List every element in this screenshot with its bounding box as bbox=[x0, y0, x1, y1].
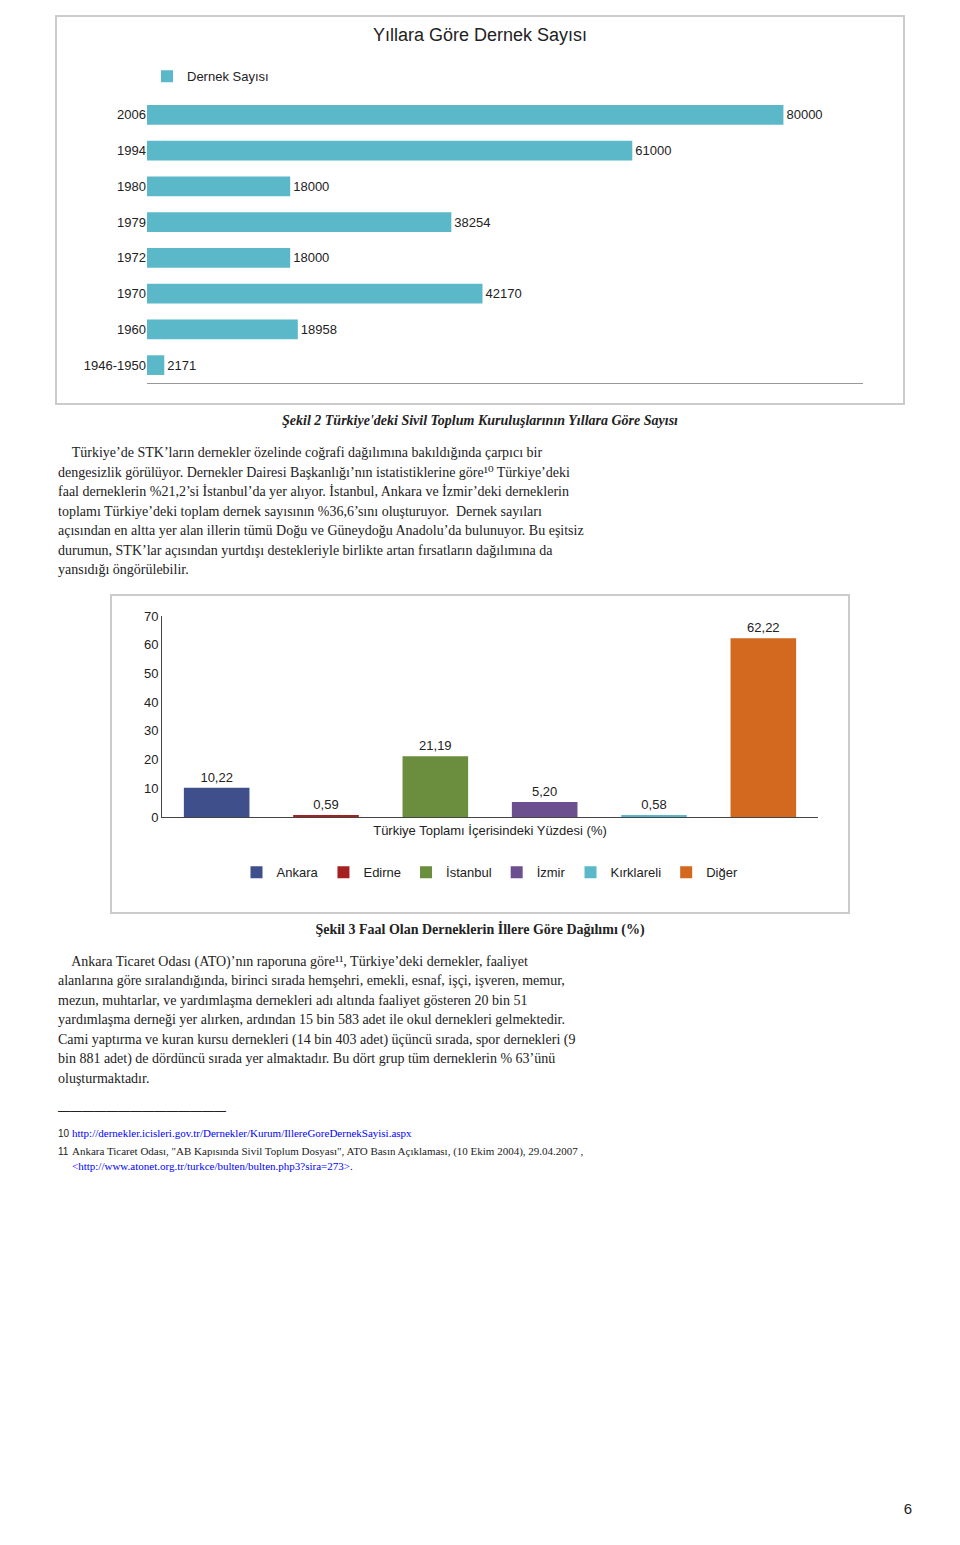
html-text:Şekil 3 Faal Olan Derneklerin: Şekil 3 Faal Olan Derneklerin İllere Gör… bbox=[315, 921, 645, 937]
html-text:oluşturmaktadır.: oluşturmaktadır. bbox=[58, 1070, 150, 1086]
svg-text:0,58: 0,58 bbox=[641, 797, 666, 812]
html-text:alanlarına göre sıralandığında: alanlarına göre sıralandığında, birinci … bbox=[58, 973, 565, 988]
html-text:Ankara Ticaret Odası (ATO)’nın: Ankara Ticaret Odası (ATO)’nın raporuna … bbox=[58, 953, 528, 969]
svg-text:40: 40 bbox=[144, 694, 158, 709]
svg-text:62,22: 62,22 bbox=[747, 620, 780, 635]
html-text:6: 6 bbox=[903, 1500, 912, 1517]
svg-text:18000: 18000 bbox=[293, 250, 329, 265]
svg-text:1960: 1960 bbox=[117, 322, 146, 337]
html-text:Şekil 2 Türkiye'deki Sivil Top: Şekil 2 Türkiye'deki Sivil Toplum Kurulu… bbox=[282, 413, 678, 428]
svg-text:80000: 80000 bbox=[786, 107, 822, 122]
svg-text:1946-1950: 1946-1950 bbox=[84, 358, 146, 373]
svg-text:1979: 1979 bbox=[117, 215, 146, 230]
svg-text:İzmir: İzmir bbox=[537, 865, 566, 880]
html-text:durumun, STK’lar açısından yur: durumun, STK’lar açısından yurtdışı dest… bbox=[58, 542, 553, 558]
html-text:dengesizlik görülüyor. Dernekl: dengesizlik görülüyor. Dernekler Dairesi… bbox=[58, 464, 570, 480]
svg-text:İstanbul: İstanbul bbox=[446, 865, 492, 880]
svg-text:18958: 18958 bbox=[301, 322, 337, 337]
html-text:10 http://dernekler.icisleri.g: 10 http://dernekler.icisleri.gov.tr/Dern… bbox=[58, 1127, 412, 1139]
svg-text:Diğer: Diğer bbox=[706, 865, 738, 880]
svg-text:1970: 1970 bbox=[117, 286, 146, 301]
html-text:bin 881 adet) de dördüncü sıra: bin 881 adet) de dördüncü sırada yer alm… bbox=[58, 1051, 556, 1066]
html-text:11 Ankara Ticaret Odası, "AB K: 11 Ankara Ticaret Odası, "AB Kapısında S… bbox=[58, 1145, 584, 1157]
html-text:Cami yaptırma ve kuran kursu d: Cami yaptırma ve kuran kursu dernekleri … bbox=[58, 1031, 576, 1047]
svg-text:0: 0 bbox=[151, 809, 158, 824]
svg-text:18000: 18000 bbox=[293, 179, 329, 194]
html-text:açısından en altta yer alan il: açısından en altta yer alan illerin tümü… bbox=[58, 523, 584, 538]
html-text:yansıdığı öngörülebilir.: yansıdığı öngörülebilir. bbox=[58, 562, 189, 577]
svg-text:Kırklareli: Kırklareli bbox=[611, 865, 662, 880]
svg-text:2171: 2171 bbox=[167, 358, 196, 373]
html-text:yardımlaşma derneği yer alırke: yardımlaşma derneği yer alırken, ardında… bbox=[58, 1012, 565, 1027]
svg-text:61000: 61000 bbox=[635, 143, 671, 158]
html-text:mezun, muhtarlar, ve yardımlaş: mezun, muhtarlar, ve yardımlaşma dernekl… bbox=[58, 992, 528, 1008]
html-text:toplamı Türkiye’deki toplam de: toplamı Türkiye’deki toplam dernek sayıs… bbox=[58, 503, 542, 519]
svg-text:10,22: 10,22 bbox=[200, 769, 233, 784]
html-text:Türkiye’de STK’ların dernekler: Türkiye’de STK’ların dernekler özelinde … bbox=[58, 445, 543, 460]
svg-text:Yıllara Göre Dernek Sayısı: Yıllara Göre Dernek Sayısı bbox=[373, 25, 587, 45]
svg-text:Edirne: Edirne bbox=[363, 865, 401, 880]
svg-text:1994: 1994 bbox=[117, 143, 146, 158]
html-text:faal derneklerin %21,2’si İsta: faal derneklerin %21,2’si İstanbul’da ye… bbox=[58, 484, 569, 499]
svg-text:10: 10 bbox=[144, 780, 158, 795]
svg-text:21,19: 21,19 bbox=[419, 738, 452, 753]
html-text:<http://www.atonet.org.tr/turk: <http://www.atonet.org.tr/turkce/bulten/… bbox=[72, 1160, 353, 1172]
svg-text:30: 30 bbox=[144, 723, 158, 738]
svg-text:1972: 1972 bbox=[117, 250, 146, 265]
svg-text:38254: 38254 bbox=[454, 215, 490, 230]
svg-text:50: 50 bbox=[144, 665, 158, 680]
svg-text:Ankara: Ankara bbox=[277, 865, 319, 880]
svg-text:Türkiye Toplamı İçerisindeki Y: Türkiye Toplamı İçerisindeki Yüzdesi (%) bbox=[373, 822, 607, 837]
svg-text:Dernek Sayısı: Dernek Sayısı bbox=[187, 69, 269, 84]
svg-text:70: 70 bbox=[144, 608, 158, 623]
svg-text:2006: 2006 bbox=[117, 107, 146, 122]
svg-text:42170: 42170 bbox=[485, 286, 521, 301]
svg-text:20: 20 bbox=[144, 752, 158, 767]
svg-text:60: 60 bbox=[144, 637, 158, 652]
svg-text:5,20: 5,20 bbox=[532, 784, 557, 799]
svg-text:0,59: 0,59 bbox=[313, 797, 338, 812]
svg-text:1980: 1980 bbox=[117, 179, 146, 194]
